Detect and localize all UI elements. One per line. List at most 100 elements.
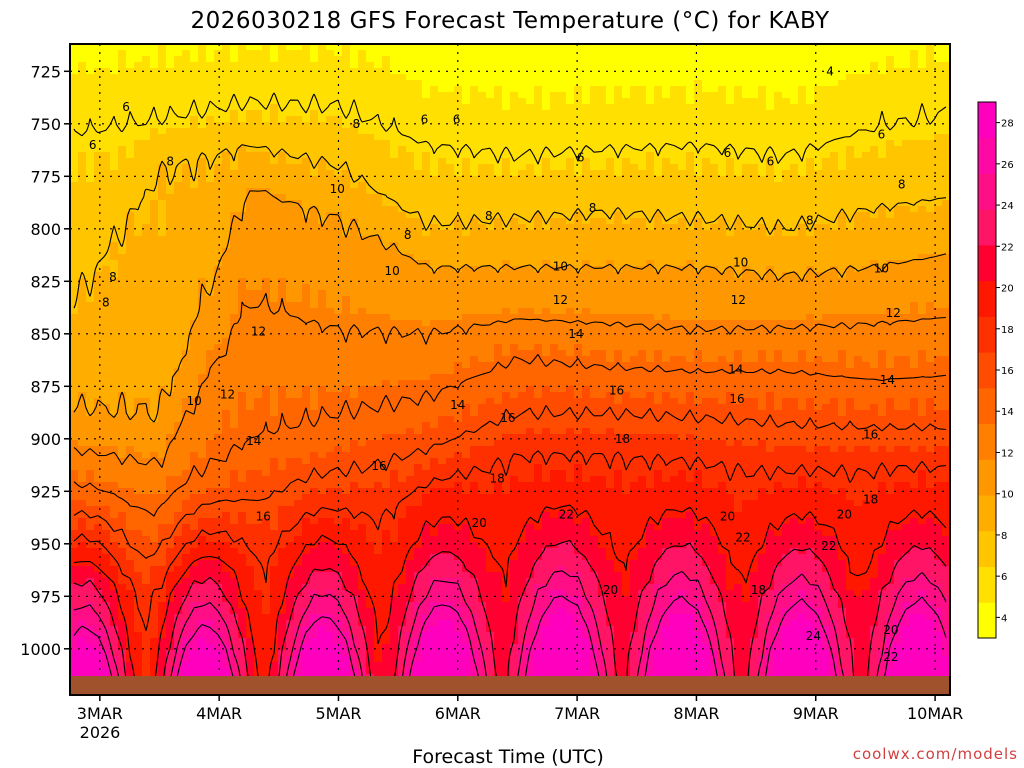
temperature-cell bbox=[582, 92, 591, 99]
temperature-cell bbox=[598, 260, 607, 267]
temperature-cell bbox=[510, 86, 519, 93]
temperature-cell bbox=[590, 248, 599, 255]
temperature-cell bbox=[590, 266, 599, 273]
temperature-cell bbox=[414, 116, 423, 123]
temperature-cell bbox=[822, 260, 831, 267]
temperature-cell bbox=[342, 92, 351, 99]
temperature-cell bbox=[174, 314, 183, 321]
temperature-cell bbox=[790, 206, 799, 213]
temperature-cell bbox=[646, 56, 655, 63]
temperature-cell bbox=[622, 242, 631, 249]
temperature-cell bbox=[406, 188, 415, 195]
temperature-cell bbox=[470, 248, 479, 255]
temperature-cell bbox=[390, 74, 399, 81]
temperature-cell bbox=[398, 152, 407, 159]
temperature-cell bbox=[750, 194, 759, 201]
temperature-cell bbox=[846, 200, 855, 207]
temperature-cell bbox=[94, 98, 103, 105]
temperature-cell bbox=[430, 146, 439, 153]
temperature-cell bbox=[126, 62, 135, 69]
temperature-cell bbox=[286, 158, 295, 165]
temperature-cell bbox=[222, 236, 231, 243]
temperature-cell bbox=[494, 44, 503, 51]
temperature-cell bbox=[534, 50, 543, 57]
temperature-cell bbox=[278, 152, 287, 159]
temperature-cell bbox=[198, 134, 207, 141]
temperature-cell bbox=[502, 206, 511, 213]
temperature-cell bbox=[910, 134, 919, 141]
temperature-cell bbox=[590, 158, 599, 165]
temperature-cell bbox=[622, 56, 631, 63]
temperature-cell bbox=[790, 182, 799, 189]
temperature-cell bbox=[326, 188, 335, 195]
temperature-cell bbox=[902, 176, 911, 183]
temperature-cell bbox=[494, 242, 503, 249]
temperature-cell bbox=[150, 296, 159, 303]
temperature-cell bbox=[582, 206, 591, 213]
temperature-cell bbox=[934, 248, 943, 255]
temperature-cell bbox=[462, 272, 471, 279]
temperature-cell bbox=[150, 62, 159, 69]
temperature-cell bbox=[718, 290, 727, 297]
temperature-cell bbox=[302, 92, 311, 99]
temperature-cell bbox=[374, 62, 383, 69]
temperature-cell bbox=[430, 170, 439, 177]
temperature-cell bbox=[718, 68, 727, 75]
temperature-cell bbox=[494, 212, 503, 219]
temperature-cell bbox=[838, 308, 847, 315]
temperature-cell bbox=[446, 158, 455, 165]
temperature-cell bbox=[886, 230, 895, 237]
temperature-cell bbox=[798, 236, 807, 243]
temperature-cell bbox=[646, 110, 655, 117]
temperature-cell bbox=[294, 284, 303, 291]
temperature-cell bbox=[558, 260, 567, 267]
temperature-cell bbox=[318, 194, 327, 201]
temperature-cell bbox=[430, 200, 439, 207]
temperature-cell bbox=[558, 182, 567, 189]
temperature-cell bbox=[942, 170, 950, 177]
temperature-cell bbox=[630, 170, 639, 177]
temperature-cell bbox=[374, 146, 383, 153]
temperature-cell bbox=[798, 260, 807, 267]
temperature-cell bbox=[646, 260, 655, 267]
temperature-cell bbox=[382, 284, 391, 291]
temperature-cell bbox=[926, 296, 935, 303]
temperature-cell bbox=[190, 290, 199, 297]
temperature-cell bbox=[406, 194, 415, 201]
temperature-cell bbox=[518, 56, 527, 63]
temperature-cell bbox=[550, 182, 559, 189]
temperature-cell bbox=[910, 110, 919, 117]
temperature-cell bbox=[710, 242, 719, 249]
temperature-cell bbox=[910, 272, 919, 279]
temperature-cell bbox=[278, 176, 287, 183]
temperature-cell bbox=[510, 296, 519, 303]
temperature-cell bbox=[302, 134, 311, 141]
temperature-cell bbox=[926, 224, 935, 231]
temperature-cell bbox=[886, 140, 895, 147]
temperature-cell bbox=[678, 44, 687, 51]
temperature-cell bbox=[246, 296, 255, 303]
temperature-cell bbox=[270, 152, 279, 159]
temperature-cell bbox=[286, 272, 295, 279]
temperature-cell bbox=[758, 266, 767, 273]
temperature-cell bbox=[614, 56, 623, 63]
temperature-cell bbox=[606, 86, 615, 93]
temperature-cell bbox=[254, 308, 263, 315]
temperature-cell bbox=[894, 176, 903, 183]
temperature-cell bbox=[686, 116, 695, 123]
temperature-cell bbox=[286, 248, 295, 255]
temperature-cell bbox=[854, 230, 863, 237]
temperature-cell bbox=[614, 242, 623, 249]
temperature-cell bbox=[694, 98, 703, 105]
temperature-cell bbox=[638, 80, 647, 87]
temperature-cell bbox=[518, 176, 527, 183]
temperature-cell bbox=[286, 218, 295, 225]
temperature-cell bbox=[726, 104, 735, 111]
temperature-cell bbox=[230, 122, 239, 129]
temperature-cell bbox=[206, 242, 215, 249]
temperature-cell bbox=[622, 68, 631, 75]
temperature-cell bbox=[702, 236, 711, 243]
temperature-cell bbox=[814, 164, 823, 171]
temperature-cell bbox=[742, 188, 751, 195]
temperature-cell bbox=[102, 110, 111, 117]
